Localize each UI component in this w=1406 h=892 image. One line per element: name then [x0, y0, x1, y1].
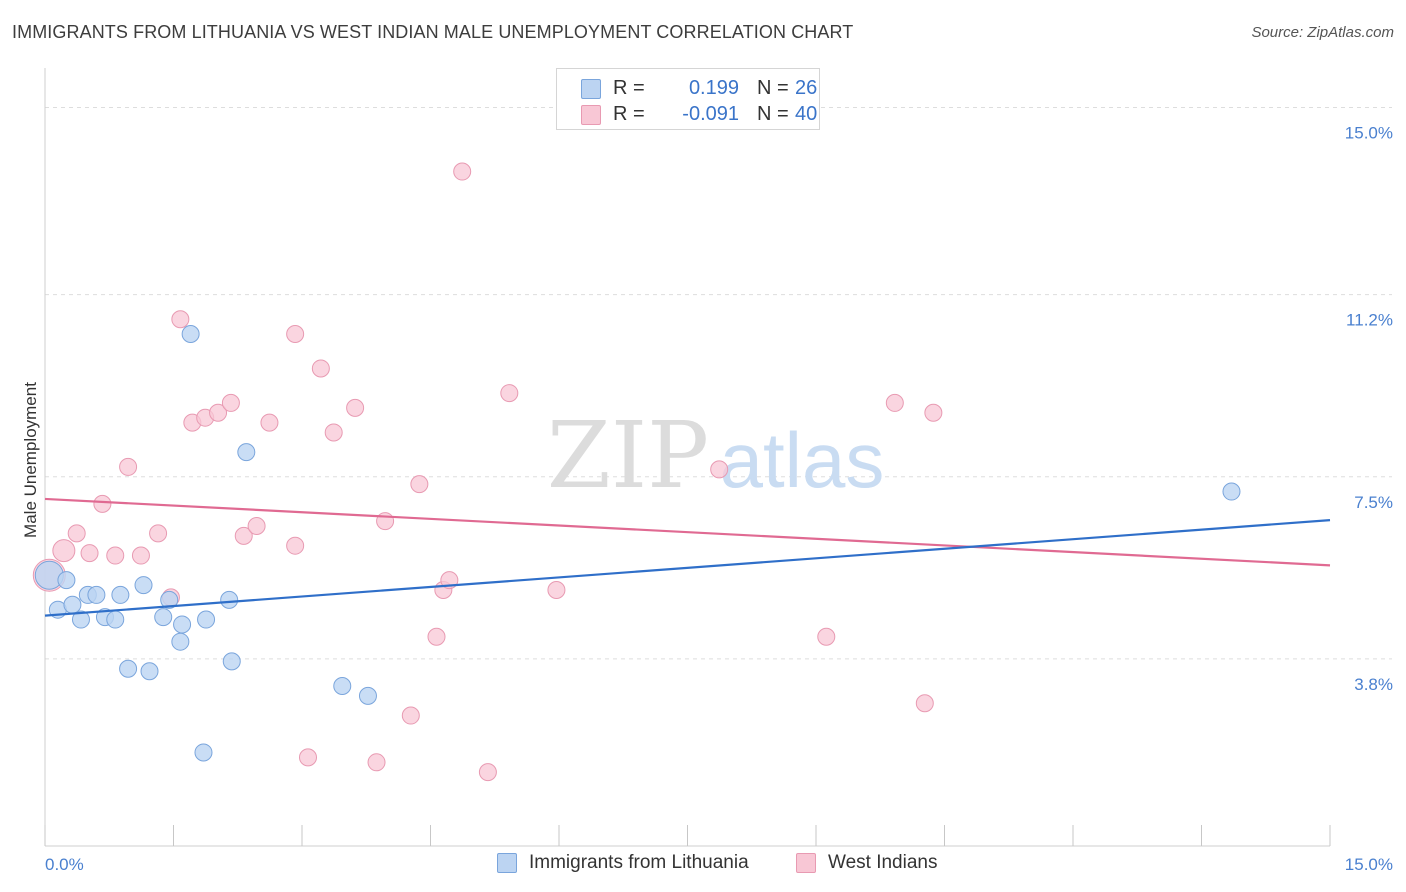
west-indians-point	[106, 546, 125, 565]
lithuania-point	[57, 571, 76, 590]
lithuania-point	[181, 325, 200, 343]
y-tick-label: 7.5%	[1354, 493, 1393, 512]
lithuania-point	[333, 677, 352, 695]
lithuania-point	[87, 585, 106, 604]
west-indians-point	[401, 706, 420, 725]
west-indians-point	[885, 393, 904, 412]
axes	[44, 68, 1331, 847]
lithuania-point	[140, 662, 159, 681]
legend-n-label: N =	[757, 103, 789, 125]
lithuania-point	[160, 590, 179, 609]
bottom-legend-label-lithuania: Immigrants from Lithuania	[529, 852, 749, 873]
lithuania-point	[1222, 482, 1241, 501]
source-label: Source: ZipAtlas.com	[1251, 24, 1394, 41]
trend-lines	[44, 497, 1331, 617]
west-indians-point	[367, 753, 386, 772]
chart-title: IMMIGRANTS FROM LITHUANIA VS WEST INDIAN…	[12, 22, 854, 42]
west-indians-point	[324, 423, 343, 442]
west-indians-point	[221, 393, 240, 412]
west-indians-point	[346, 398, 365, 417]
lithuania-point	[358, 686, 377, 705]
x-tick-label: 0.0%	[45, 855, 84, 874]
west-indians-point	[286, 536, 305, 555]
west-indians-point	[286, 325, 305, 343]
legend-n-value: 40	[795, 103, 818, 125]
y-tick-label: 3.8%	[1354, 675, 1393, 694]
west-indians-point	[149, 524, 168, 543]
lithuania-trend-line	[44, 518, 1331, 617]
lithuania-point	[194, 743, 213, 762]
west-indians-point	[80, 544, 99, 563]
bottom-legend-swatch-west-indians	[796, 853, 816, 873]
bottom-legend-label-west-indians: West Indians	[828, 852, 938, 873]
legend-swatch-lithuania	[581, 79, 601, 99]
tick-labels: 3.8% 7.5% 11.2% 15.0% 0.0% 15.0%	[45, 124, 1393, 874]
watermark-atlas: atlas	[720, 416, 885, 504]
lithuania-point	[134, 576, 153, 595]
legend-r-value: 0.199	[688, 77, 739, 99]
watermark: ZIP atlas	[547, 402, 884, 509]
lithuania-point	[197, 610, 216, 629]
y-tick-label: 11.2%	[1346, 311, 1393, 330]
west-indians-point	[67, 524, 86, 543]
west-indians-point	[547, 581, 566, 599]
legend-swatch-west-indians	[581, 105, 601, 125]
lithuania-point	[71, 610, 90, 629]
west-indians-point	[298, 748, 317, 767]
legend-n-value: 26	[795, 77, 818, 99]
legend-r-value: -0.091	[682, 103, 739, 125]
lithuania-point	[154, 608, 173, 627]
west-indians-point	[478, 763, 497, 782]
lithuania-point	[220, 590, 239, 609]
lithuania-point	[63, 595, 82, 614]
lithuania-point	[106, 610, 125, 629]
west-indians-point	[500, 384, 519, 403]
west-indians-point	[427, 627, 446, 646]
lithuania-points	[34, 325, 1241, 762]
lithuania-point	[222, 652, 241, 671]
gridlines	[45, 107, 1392, 660]
watermark-zip: ZIP	[547, 402, 709, 509]
legend-n-label: N =	[757, 77, 789, 99]
west-indians-point	[52, 539, 76, 563]
west-indians-point	[247, 517, 266, 535]
west-indians-point	[234, 526, 253, 545]
west-indians-trend-line	[44, 497, 1331, 567]
west-indians-point	[924, 403, 943, 422]
lithuania-point	[237, 443, 256, 462]
west-indians-point	[171, 310, 190, 329]
lithuania-point	[111, 585, 130, 604]
west-indians-point	[260, 413, 279, 432]
x-tick-label: 15.0%	[1345, 855, 1393, 874]
correlation-legend: R = 0.199 N = 26 R = -0.091 N = 40	[556, 68, 820, 130]
west-indians-point	[209, 403, 228, 422]
west-indians-point	[710, 460, 729, 479]
y-tick-label: 15.0%	[1345, 124, 1393, 143]
west-indians-point	[410, 475, 429, 494]
legend-r-label: R =	[613, 77, 645, 99]
west-indians-point	[93, 494, 112, 513]
west-indians-point	[817, 627, 836, 646]
lithuania-point	[173, 615, 192, 634]
lithuania-point	[119, 659, 138, 678]
legend-r-label: R =	[613, 103, 645, 125]
y-axis-label: Male Unemployment	[21, 382, 40, 538]
lithuania-point	[171, 632, 190, 651]
west-indians-point	[453, 162, 472, 181]
west-indians-point	[131, 546, 150, 565]
west-indians-point	[915, 694, 934, 713]
bottom-legend-swatch-lithuania	[497, 853, 517, 873]
west-indians-point	[119, 457, 138, 476]
west-indians-point	[311, 359, 330, 378]
